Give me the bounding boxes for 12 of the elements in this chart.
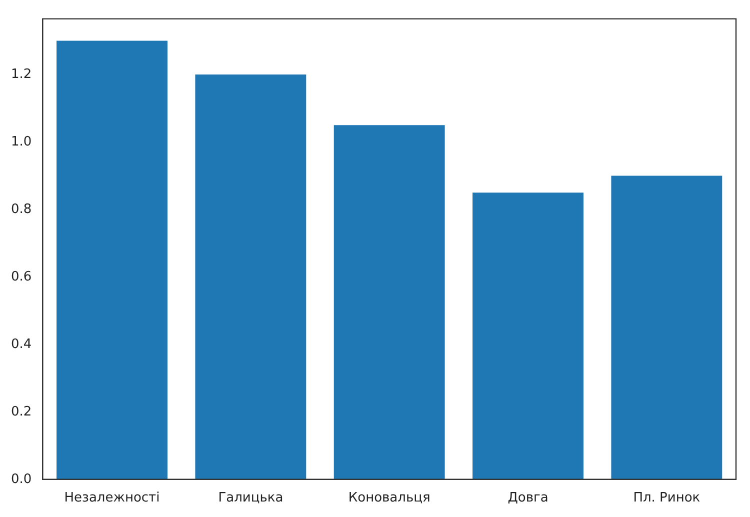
y-tick-label: 0.8 [10,202,32,217]
y-tick-label: 0.2 [10,404,32,420]
y-tick-label: 0.0 [10,472,32,487]
x-tick-label: Незалежності [64,490,160,506]
y-tick-label: 0.4 [10,336,32,352]
x-tick-label: Пл. Ринок [633,490,700,506]
x-tick-label: Коновальця [348,490,430,506]
x-tick-label: Довга [508,490,548,506]
y-tick-label: 1.0 [10,134,32,150]
y-tick-label: 1.2 [10,66,32,82]
y-tick-label: 0.6 [10,269,32,284]
x-tick-label: Галицька [218,490,284,506]
